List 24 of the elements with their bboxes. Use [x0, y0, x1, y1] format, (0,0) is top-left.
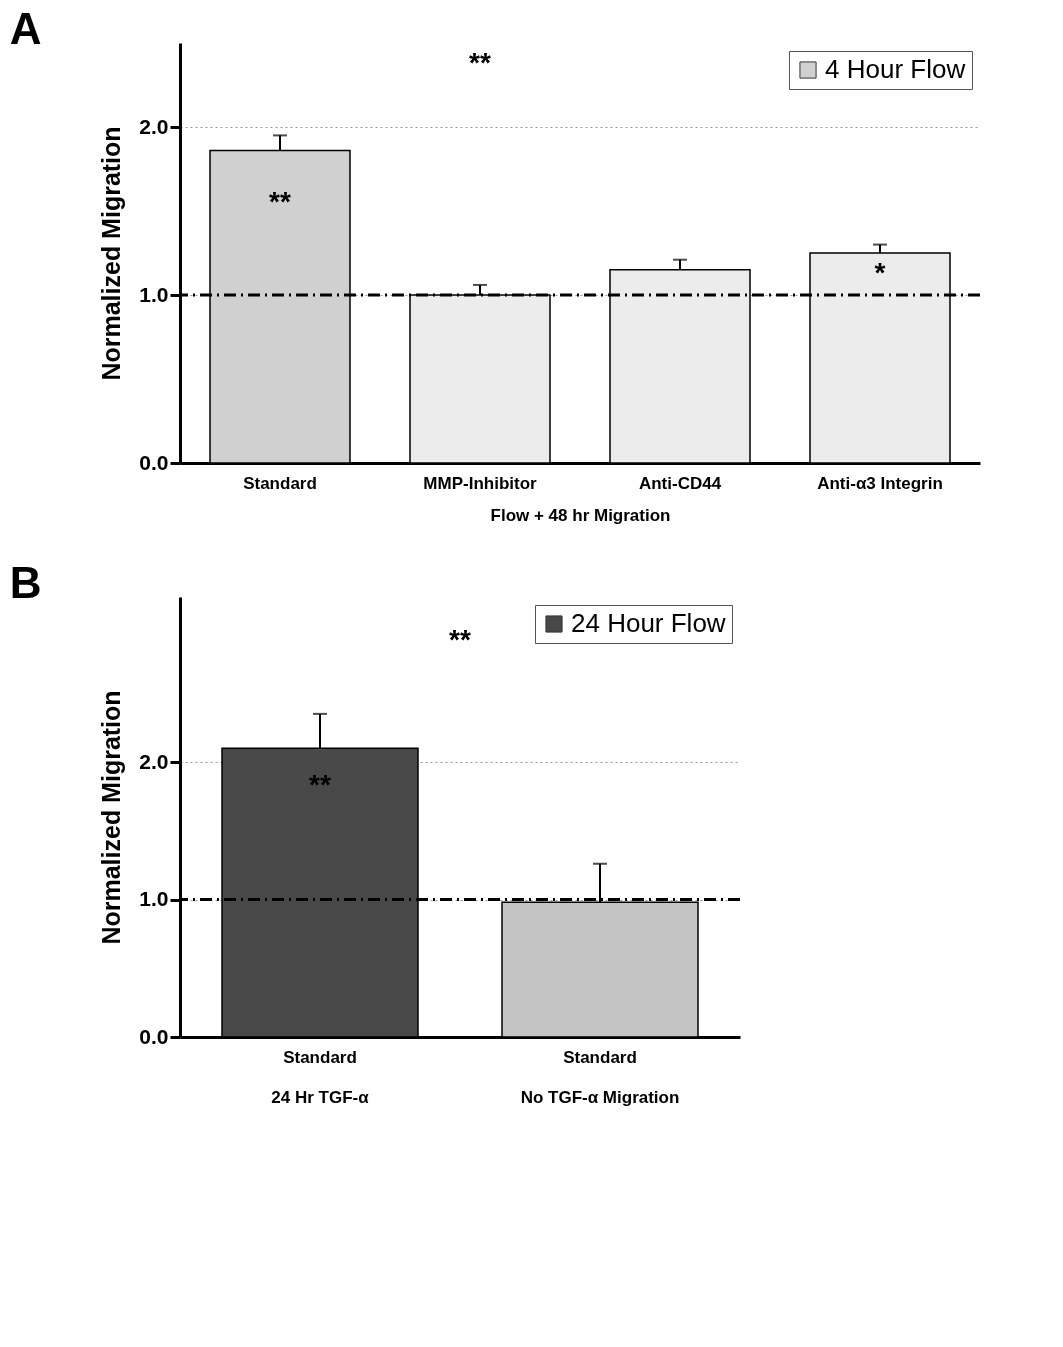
legend-label: 24 Hour Flow [571, 608, 726, 638]
y-tick-label: 1.0 [139, 887, 169, 910]
annotation: ** [449, 624, 471, 655]
legend-label: 4 Hour Flow [825, 54, 966, 84]
category-label: Standard 24 Hr TGF-α [271, 1047, 369, 1107]
y-tick-label: 0.0 [139, 1024, 169, 1048]
x-tick-label: Standard [243, 473, 317, 493]
annotation: ** [469, 47, 491, 78]
x-tick-label: MMP-Inhibitor [423, 473, 538, 493]
y-axis-title: Normalized Migration [97, 690, 126, 945]
annotation: * [874, 257, 886, 288]
category-label: Standard No TGF-α Migration [520, 1047, 680, 1107]
y-tick-label: 1.0 [139, 282, 169, 306]
y-axis-title: Normalized Migration [97, 126, 126, 381]
chart-title: A [9, 4, 42, 53]
annotation: ** [269, 185, 291, 217]
y-tick-label: 2.0 [139, 749, 169, 773]
y-tick-label: 0.0 [139, 450, 169, 474]
y-tick-label: 2.0 [139, 114, 169, 138]
x-tick-label: Anti-CD44 [638, 473, 722, 493]
annotation: ** [309, 769, 331, 801]
x-axis-title: Flow + 48 hr Migration [490, 505, 671, 525]
chart-title: B [9, 558, 42, 607]
x-tick-label: Anti-α3 Integrin [817, 473, 943, 493]
